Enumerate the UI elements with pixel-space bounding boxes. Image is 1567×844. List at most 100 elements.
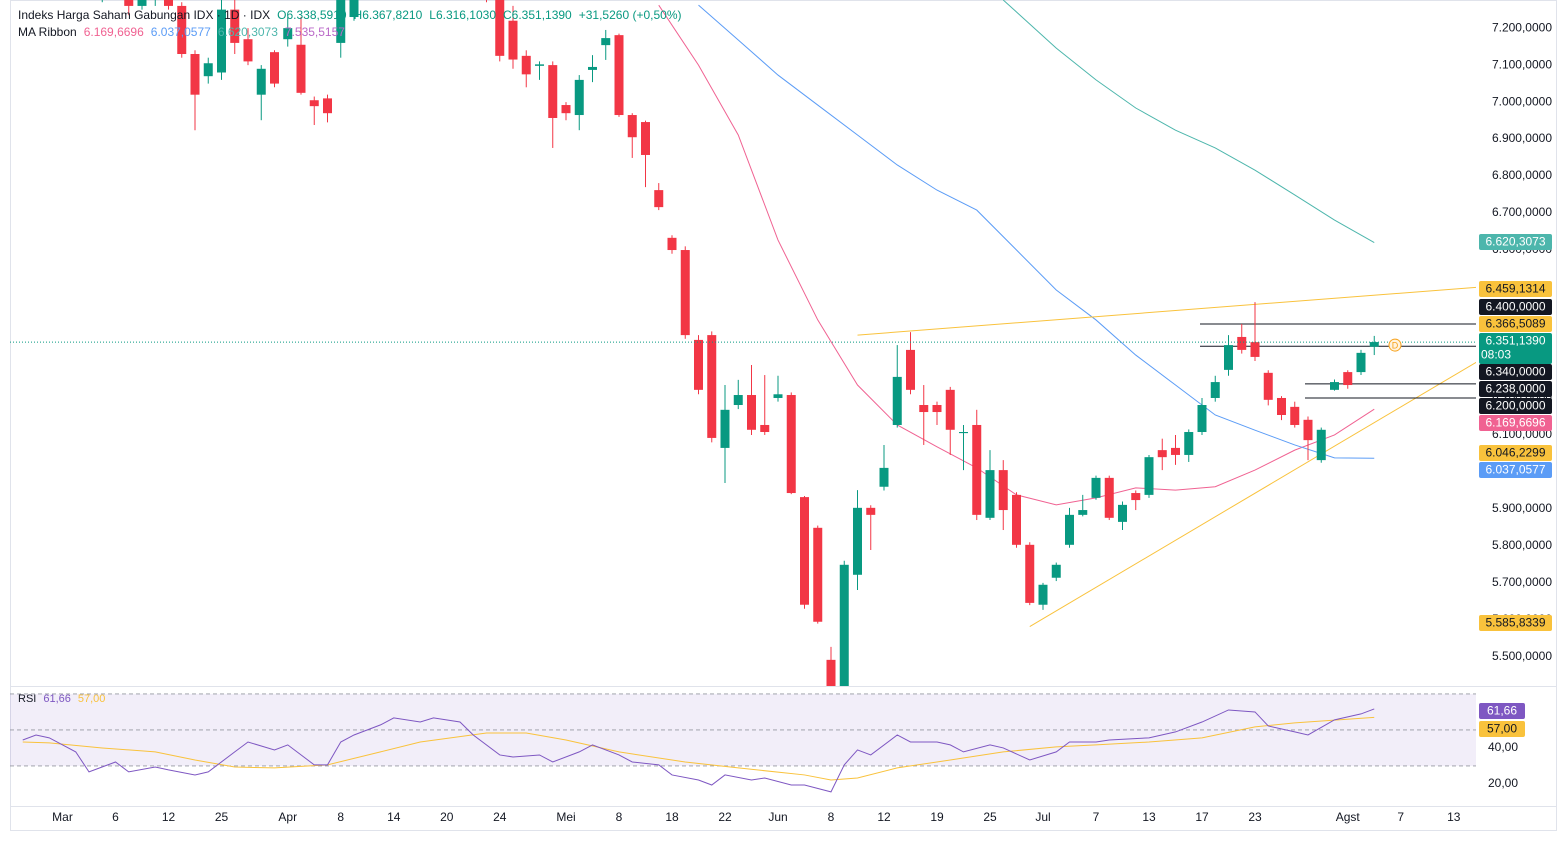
- legend-text: C6.351,1390: [503, 8, 572, 22]
- x-tick-label: 7: [1397, 810, 1404, 824]
- price-tag: [1479, 398, 1552, 414]
- trendline: [1029, 361, 1476, 627]
- candle-body: [190, 54, 200, 95]
- price-tag-label: 6.340,0000: [1485, 365, 1545, 379]
- candle-body: [733, 395, 743, 406]
- candle-body: [243, 39, 253, 62]
- legend-text: MA Ribbon: [18, 25, 77, 39]
- legend: Indeks Harga Saham Gabungan IDX · 1D · I…: [18, 8, 681, 705]
- rsi-line: [22, 708, 1375, 793]
- price-tag-label: 5.585,8339: [1485, 616, 1545, 630]
- price-tag: [1479, 299, 1552, 315]
- candle-body: [1025, 544, 1035, 603]
- x-tick-label: 22: [718, 810, 732, 824]
- candle-body: [1157, 450, 1167, 458]
- candle-body: [548, 65, 558, 118]
- candle-body: [561, 105, 571, 114]
- candle-body: [1210, 382, 1220, 398]
- x-tick-label: Jun: [768, 810, 787, 824]
- rsi-tag: [1479, 721, 1525, 737]
- candle-body: [800, 497, 809, 605]
- x-tick-label: 25: [215, 810, 229, 824]
- x-tick-label: 23: [1248, 810, 1262, 824]
- moving-average-line: [698, 4, 1375, 459]
- rsi-ma-line: [22, 716, 1375, 781]
- axes: 5.500,00005.600,00005.700,00005.800,0000…: [52, 20, 1552, 824]
- x-tick-label: 14: [387, 810, 401, 824]
- x-tick-label: 17: [1195, 810, 1209, 824]
- candle-body: [217, 9, 226, 73]
- y-tick-label: 7.000,0000: [1492, 94, 1552, 108]
- candle-body: [853, 507, 862, 575]
- x-tick-label: 6: [112, 810, 119, 824]
- candle-body: [826, 659, 836, 686]
- x-tick-label: 8: [337, 810, 344, 824]
- legend-text: 57,00: [78, 693, 106, 705]
- y-tick-label: 5.800,0000: [1492, 538, 1552, 552]
- candle-body: [1184, 432, 1194, 455]
- price-tag: [1479, 462, 1552, 478]
- candle-body: [747, 395, 756, 430]
- moving-average-line: [1002, 0, 1375, 243]
- price-tag: [1479, 615, 1552, 631]
- y-tick-label: 5.900,0000: [1492, 501, 1552, 515]
- candle-body: [1078, 510, 1088, 515]
- candle-body: [1250, 342, 1260, 357]
- price-tag: [1479, 316, 1552, 332]
- candle-body: [654, 190, 664, 208]
- y-tick-label: 5.700,0000: [1492, 575, 1552, 589]
- price-tag-label: 6.400,0000: [1485, 300, 1545, 314]
- candle-body: [614, 35, 624, 116]
- rsi-tag-label: 57,00: [1487, 722, 1517, 736]
- candle-body: [508, 20, 518, 60]
- x-tick-label: Mar: [52, 810, 73, 824]
- legend-text: RSI: [18, 693, 36, 705]
- price-tag: [1479, 381, 1552, 397]
- candle-body: [1290, 406, 1300, 425]
- x-tick-label: Jul: [1035, 810, 1050, 824]
- candle-body: [760, 424, 770, 433]
- y-tick-label: 6.900,0000: [1492, 131, 1552, 145]
- candle-body: [720, 409, 730, 448]
- candle-body: [1091, 477, 1101, 498]
- price-tag: [1479, 415, 1552, 431]
- candle-body: [137, 0, 147, 6]
- x-tick-label: 24: [493, 810, 507, 824]
- legend-text: 6.037,0577: [151, 25, 211, 39]
- rsi-tick-label: 20,00: [1488, 776, 1518, 790]
- candle-body: [336, 0, 346, 43]
- legend-text: H6.367,8210: [354, 8, 423, 22]
- x-tick-label: 8: [616, 810, 623, 824]
- price-tag-label: 6.238,0000: [1485, 382, 1545, 396]
- candle-body: [1104, 477, 1114, 518]
- candle-body: [1237, 336, 1247, 350]
- candle-body: [641, 122, 650, 155]
- candle-body: [1197, 405, 1207, 433]
- candle-body: [866, 507, 876, 515]
- candle-body: [495, 0, 505, 56]
- x-tick-label: Mei: [556, 810, 575, 824]
- price-tag: [1479, 364, 1552, 380]
- candle-body: [203, 63, 213, 77]
- frame: [10, 0, 1557, 831]
- x-tick-label: 13: [1447, 810, 1461, 824]
- countdown-label: 08:03: [1481, 348, 1511, 362]
- candle-body: [283, 28, 293, 40]
- rsi-tag: [1479, 703, 1525, 719]
- rsi-tick-label: 40,00: [1488, 740, 1518, 754]
- price-tag: [1479, 234, 1552, 250]
- legend-text: +31,5260 (+0,50%): [579, 8, 682, 22]
- candle-body: [1224, 345, 1233, 370]
- candle-body: [972, 424, 982, 515]
- candle-body: [1303, 419, 1313, 441]
- y-tick-label: 5.500,0000: [1492, 649, 1552, 663]
- legend-text: 6.620,3073: [218, 25, 278, 39]
- candle-body: [601, 38, 611, 46]
- price-tag-label: 6.169,6696: [1485, 416, 1545, 430]
- rsi-tag-label: 61,66: [1487, 704, 1517, 718]
- event-marker: [1388, 338, 1402, 352]
- candle-body: [1051, 564, 1061, 578]
- last-price-tag: [1479, 333, 1552, 364]
- legend-text: 61,66: [43, 693, 71, 705]
